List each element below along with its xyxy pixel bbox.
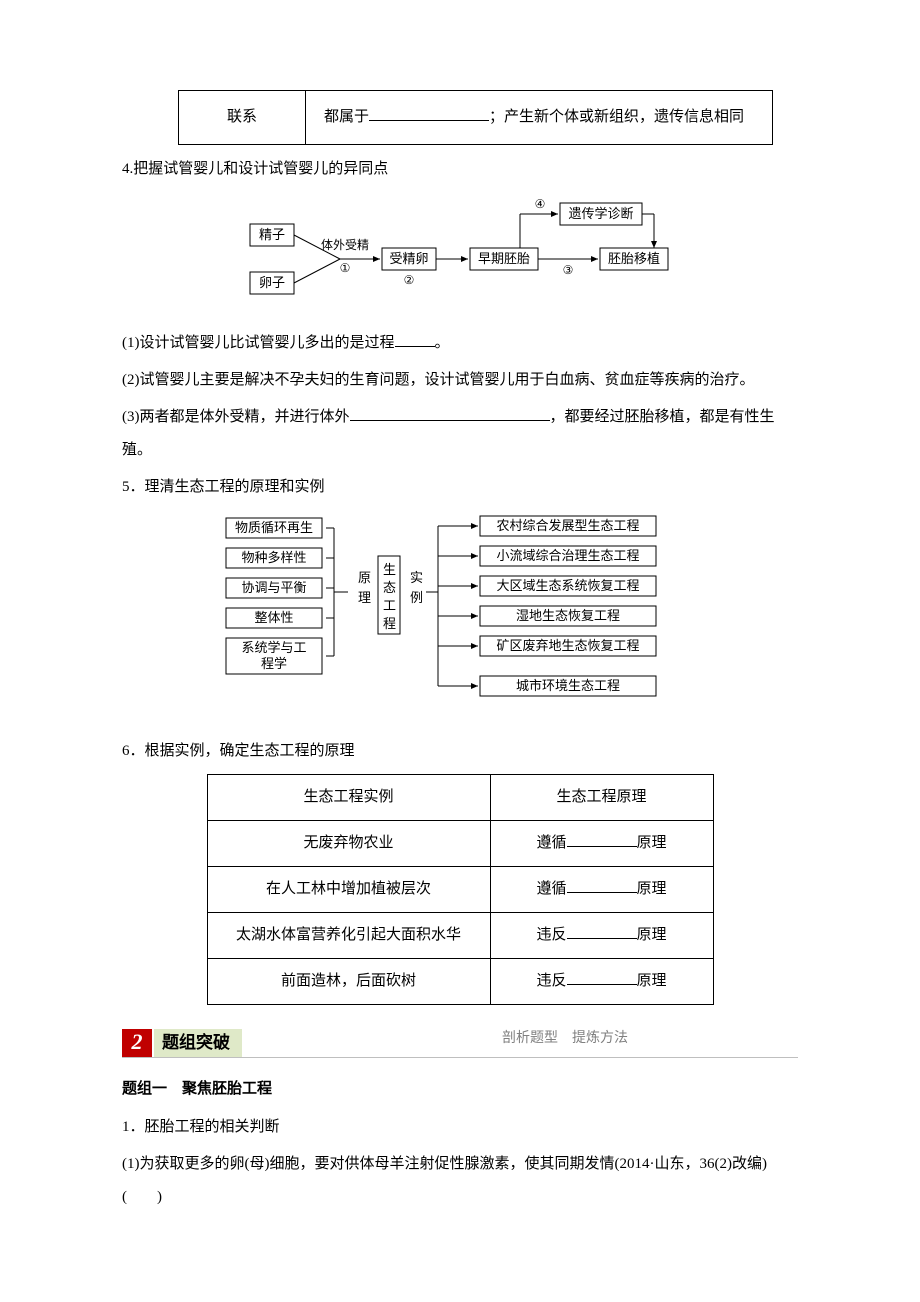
svg-text:遗传学诊断: 遗传学诊断 (568, 206, 633, 221)
svg-text:生: 生 (383, 562, 396, 577)
table-row: 在人工林中增加植被层次 遵循原理 (207, 867, 713, 913)
svg-text:系统学与工: 系统学与工 (241, 640, 306, 655)
svg-text:城市环境生态工程: 城市环境生态工程 (516, 678, 620, 693)
svg-text:物质循环再生: 物质循环再生 (235, 520, 313, 535)
principle-table: 生态工程实例 生态工程原理 无废弃物农业 遵循原理 在人工林中增加植被层次 遵循… (207, 774, 714, 1005)
eco-principle-diagram: 物质循环再生 物种多样性 协调与平衡 整体性 系统学与工程学 原理 生态工程 实… (122, 512, 798, 725)
svg-text:实: 实 (410, 570, 423, 585)
ivf-diagram: 精子 卵子 体外受精 ① 受精卵 ② 早期胚胎 ③ ④ (122, 194, 798, 317)
svg-text:例: 例 (410, 590, 423, 605)
svg-text:原: 原 (358, 570, 371, 585)
s4-p1: (1)设计试管婴儿比试管婴儿多出的是过程。 (122, 327, 798, 360)
blank-fill[interactable] (567, 971, 637, 986)
svg-text:受精卵: 受精卵 (389, 251, 428, 266)
svg-text:农村综合发展型生态工程: 农村综合发展型生态工程 (496, 518, 639, 533)
table-row: 太湖水体富营养化引起大面积水华 违反原理 (207, 913, 713, 959)
svg-text:④: ④ (535, 197, 546, 211)
svg-text:②: ② (404, 273, 415, 287)
blank-fill[interactable] (369, 105, 489, 121)
s4-p2: (2)试管婴儿主要是解决不孕夫妇的生育问题，设计试管婴儿用于白血病、贫血症等疾病… (122, 364, 798, 397)
q1-1: (1)为获取更多的卵(母)细胞，要对供体母羊注射促性腺激素，使其同期发情(201… (122, 1148, 798, 1214)
svg-text:工: 工 (383, 598, 396, 613)
svg-text:协调与平衡: 协调与平衡 (241, 580, 306, 595)
svg-text:整体性: 整体性 (254, 610, 293, 625)
svg-text:程学: 程学 (261, 656, 287, 671)
relation-table: 联系 都属于；产生新个体或新组织，遗传信息相同 (178, 90, 773, 145)
table-row: 前面造林，后面砍树 违反原理 (207, 959, 713, 1005)
svg-text:矿区废弃地生态恢复工程: 矿区废弃地生态恢复工程 (496, 638, 639, 653)
section4-heading: 4.把握试管婴儿和设计试管婴儿的异同点 (122, 153, 798, 186)
blank-fill[interactable] (567, 925, 637, 940)
blank-fill[interactable] (567, 833, 637, 848)
relation-content: 都属于；产生新个体或新组织，遗传信息相同 (306, 91, 773, 145)
blank-fill[interactable] (350, 405, 550, 421)
table-header: 生态工程原理 (490, 775, 713, 821)
svg-text:湿地生态恢复工程: 湿地生态恢复工程 (516, 608, 620, 623)
svg-text:①: ① (340, 261, 351, 275)
svg-text:体外受精: 体外受精 (321, 238, 369, 252)
svg-text:小流域综合治理生态工程: 小流域综合治理生态工程 (496, 548, 639, 563)
svg-text:胚胎移植: 胚胎移植 (608, 251, 660, 266)
sperm-box: 精子 (259, 227, 285, 242)
q1: 1．胚胎工程的相关判断 (122, 1111, 798, 1144)
egg-box: 卵子 (259, 275, 285, 290)
blank-fill[interactable] (567, 879, 637, 894)
group1-heading: 题组一 聚焦胚胎工程 (122, 1072, 798, 1105)
svg-text:大区域生态系统恢复工程: 大区域生态系统恢复工程 (496, 578, 639, 593)
s4-p3: (3)两者都是体外受精，并进行体外，都要经过胚胎移植，都是有性生殖。 (122, 401, 798, 467)
svg-text:态: 态 (383, 580, 396, 595)
banner-subtitle: 剖析题型 提炼方法 (502, 1024, 628, 1057)
svg-text:理: 理 (358, 590, 371, 605)
banner-number: 2 (122, 1029, 152, 1057)
svg-text:程: 程 (383, 616, 396, 631)
svg-text:③: ③ (563, 263, 574, 277)
blank-fill[interactable] (395, 331, 435, 347)
banner-title: 题组突破 (154, 1029, 242, 1057)
table-header: 生态工程实例 (207, 775, 490, 821)
relation-label: 联系 (179, 91, 306, 145)
section6-heading: 6．根据实例，确定生态工程的原理 (122, 735, 798, 768)
section5-heading: 5．理清生态工程的原理和实例 (122, 471, 798, 504)
svg-text:早期胚胎: 早期胚胎 (478, 251, 530, 266)
svg-text:物种多样性: 物种多样性 (241, 550, 306, 565)
table-row: 无废弃物农业 遵循原理 (207, 821, 713, 867)
section-banner: 2 题组突破 剖析题型 提炼方法 (122, 1027, 798, 1058)
